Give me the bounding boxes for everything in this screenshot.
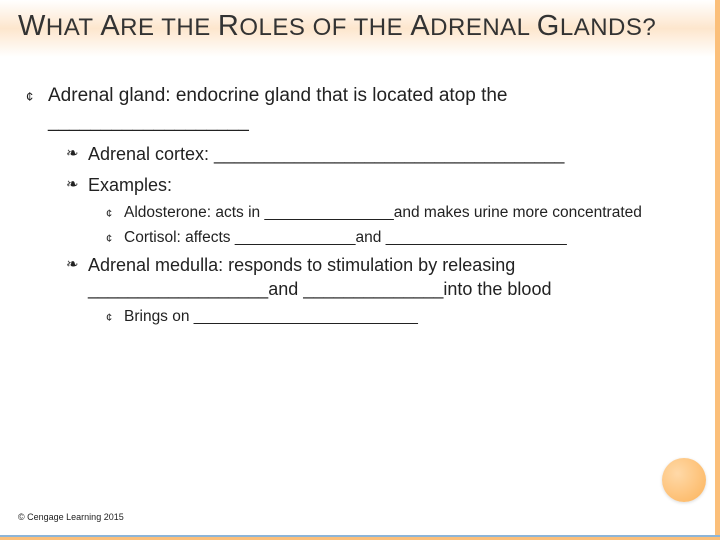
ring-bullet-icon: ¢ [26, 83, 48, 134]
bullet-brings-text: Brings on __________________________ [124, 307, 694, 328]
leaf-bullet-icon: ❧ [66, 173, 88, 197]
bottom-border [0, 535, 720, 540]
content-body: ¢ Adrenal gland: endocrine gland that is… [0, 57, 720, 340]
bullet-cortisol-text: Cortisol: affects ______________and ____… [124, 228, 694, 249]
bullet-cortex: ❧ Adrenal cortex: ______________________… [66, 142, 694, 166]
ring-bullet-icon: ¢ [106, 307, 124, 328]
bullet-cortisol: ¢ Cortisol: affects ______________and __… [106, 228, 694, 249]
leaf-bullet-icon: ❧ [66, 142, 88, 166]
title-bar: WHAT ARE THE ROLES OF THE ADRENAL GLANDS… [0, 0, 720, 57]
right-border [715, 0, 720, 540]
bullet-main: ¢ Adrenal gland: endocrine gland that is… [26, 83, 694, 134]
leaf-bullet-icon: ❧ [66, 253, 88, 302]
page-title: WHAT ARE THE ROLES OF THE ADRENAL GLANDS… [18, 10, 702, 43]
bullet-examples-text: Examples: [88, 173, 694, 197]
bullet-aldosterone: ¢ Aldosterone: acts in _______________an… [106, 203, 694, 224]
bullet-aldosterone-text: Aldosterone: acts in _______________and … [124, 203, 694, 224]
decorative-circle-icon [662, 458, 706, 502]
copyright-footer: © Cengage Learning 2015 [18, 512, 124, 522]
bullet-brings: ¢ Brings on __________________________ [106, 307, 694, 328]
bullet-medulla: ❧ Adrenal medulla: responds to stimulati… [66, 253, 694, 302]
bullet-main-text: Adrenal gland: endocrine gland that is l… [48, 83, 694, 134]
ring-bullet-icon: ¢ [106, 203, 124, 224]
ring-bullet-icon: ¢ [106, 228, 124, 249]
bullet-cortex-text: Adrenal cortex: ________________________… [88, 142, 694, 166]
bullet-examples: ❧ Examples: [66, 173, 694, 197]
bullet-medulla-text: Adrenal medulla: responds to stimulation… [88, 253, 694, 302]
